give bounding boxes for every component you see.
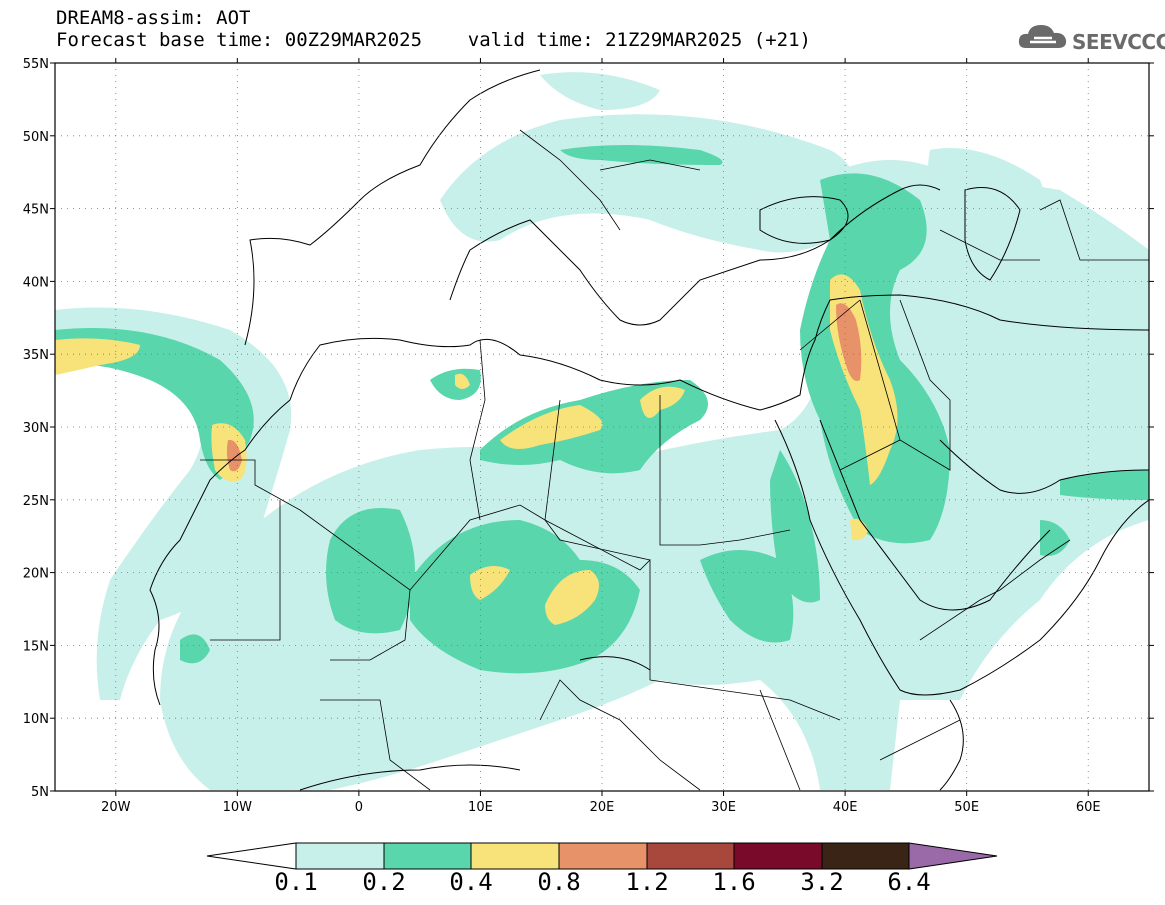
country-borders: [200, 129, 1149, 791]
colorbar-bin-0.4-0.8: [470, 842, 560, 870]
cloud-icon: [1018, 25, 1067, 48]
colorbar-bin-0.8-1.2: [558, 842, 648, 870]
colorbar-label: 3.2: [800, 868, 844, 896]
colorbar-label: 1.6: [712, 868, 756, 896]
lat-tick-label: 55N: [23, 57, 49, 72]
lon-tick-label: 30E: [711, 800, 736, 815]
colorbar-label: 6.4: [887, 868, 931, 896]
colorbar-label: 0.4: [449, 868, 493, 896]
colorbar-label: 1.2: [625, 868, 669, 896]
colorbar-bin-1.6-3.2: [733, 842, 823, 870]
colorbar-label: 0.8: [537, 868, 581, 896]
colorbar: [206, 842, 998, 870]
colorbar-low-arrow: [206, 842, 297, 870]
map-title: DREAM8-assim: AOT: [56, 7, 251, 29]
lat-tick-label: 20N: [23, 567, 49, 582]
lon-tick-label: 40E: [833, 800, 858, 815]
lat-tick-label: 40N: [23, 275, 49, 290]
seevccc-logo: SEEVCCC: [1016, 20, 1165, 60]
colorbar-high-arrow: [908, 842, 998, 870]
lat-tick-label: 10N: [23, 712, 49, 727]
lat-tick-label: 30N: [23, 421, 49, 436]
lat-tick-label: 45N: [23, 203, 49, 218]
lon-tick-label: 10W: [223, 800, 253, 815]
lon-tick-label: 60E: [1076, 800, 1101, 815]
aot-peak-layer: [226, 303, 862, 472]
colorbar-label: 0.1: [274, 868, 318, 896]
map-axes: 5N 10N 15N 20N 25N 30N 35N 40N 45N 50N 55N 20W 10W 0 1…: [23, 57, 1154, 815]
colorbar-bin-1.2-1.6: [646, 842, 735, 870]
lon-tick-label: 10E: [468, 800, 493, 815]
lon-tick-label: 20W: [101, 800, 131, 815]
map-grid: [55, 63, 1149, 791]
colorbar-label: 0.2: [362, 868, 406, 896]
lon-tick-label: 50E: [954, 800, 979, 815]
forecast-time-line: Forecast base time: 00Z29MAR2025 valid t…: [56, 29, 811, 51]
lat-tick-label: 35N: [23, 348, 49, 363]
lon-tick-label: 0: [355, 800, 363, 815]
coastlines: [149, 69, 1149, 791]
aot-light-layer: [55, 72, 1149, 790]
lat-tick-label: 5N: [31, 785, 49, 800]
colorbar-bin-3.2-6.4: [821, 842, 910, 870]
lat-tick-label: 25N: [23, 494, 49, 509]
colorbar-bin-0.2-0.4: [383, 842, 472, 870]
colorbar-bin-0.1-0.2: [295, 842, 385, 870]
lat-tick-label: 50N: [23, 130, 49, 145]
lat-tick-label: 15N: [23, 639, 49, 654]
logo-text: SEEVCCC: [1072, 30, 1165, 54]
lon-tick-label: 20E: [590, 800, 615, 815]
